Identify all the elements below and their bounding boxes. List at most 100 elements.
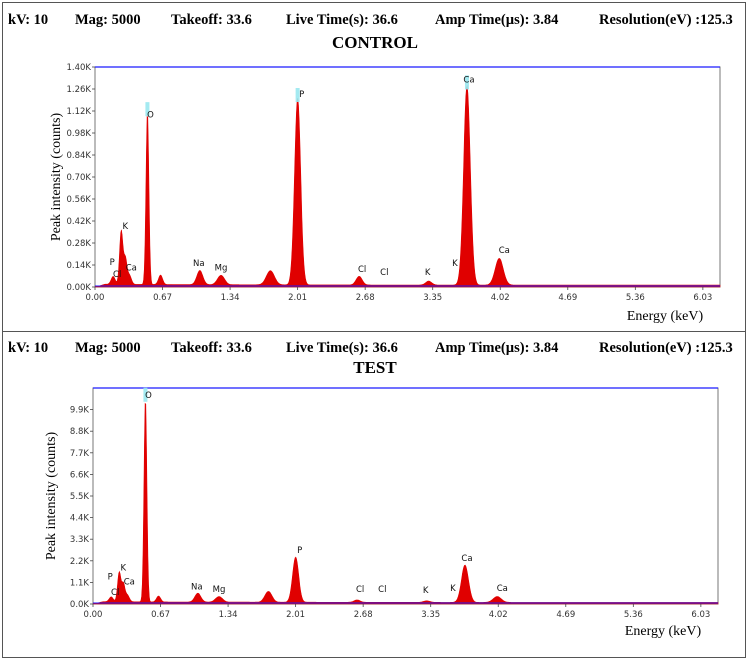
control-acquisition-header: kV: 10 Mag: 5000 Takeoff: 33.6 Live Time… — [8, 12, 744, 32]
amp-time-readout: Amp Time(µs): 3.84 — [435, 340, 559, 356]
peak-highlight — [145, 102, 150, 117]
peak-label: Ca — [461, 554, 472, 564]
amp-time-readout: Amp Time(µs): 3.84 — [435, 12, 559, 28]
y-tick-label: 1.26K — [67, 85, 92, 95]
x-tick-label: 1.34 — [221, 293, 240, 303]
x-tick-label: 2.01 — [288, 293, 307, 303]
y-tick-label: 3.3K — [70, 535, 90, 545]
mag-readout: Mag: 5000 — [75, 340, 141, 356]
peak-label: P — [297, 546, 302, 556]
x-axis-label: Energy (keV) — [627, 309, 704, 324]
x-tick-label: 3.35 — [423, 293, 442, 303]
live-time-readout: Live Time(s): 36.6 — [286, 340, 398, 356]
spectrum-area — [94, 84, 721, 288]
y-tick-label: 0.28K — [67, 239, 92, 249]
resolution-readout: Resolution(eV) :125.3 — [599, 12, 733, 28]
x-tick-label: 4.02 — [491, 293, 510, 303]
x-tick-label: 4.69 — [556, 610, 575, 620]
plot-area — [94, 66, 721, 288]
peak-label: Cl — [111, 588, 119, 598]
peak-label: K — [452, 259, 458, 269]
peak-label: Ca — [499, 246, 510, 256]
peak-label: K — [425, 268, 431, 278]
peak-highlight — [295, 88, 300, 102]
x-tick-label: 0.00 — [84, 610, 103, 620]
peak-label: K — [450, 584, 456, 594]
y-tick-label: 0.00K — [67, 283, 92, 293]
peak-label: O — [145, 391, 152, 401]
plot-area — [92, 387, 719, 605]
peak-label: K — [120, 564, 126, 574]
peak-label: Mg — [213, 585, 226, 595]
test-acquisition-header: kV: 10 Mag: 5000 Takeoff: 33.6 Live Time… — [8, 340, 744, 360]
takeoff-readout: Takeoff: 33.6 — [171, 12, 252, 28]
y-tick-label: 0.98K — [67, 129, 92, 139]
peak-label: P — [110, 258, 115, 268]
peak-label: K — [423, 586, 429, 596]
x-tick-label: 0.67 — [153, 293, 172, 303]
x-tick-label: 5.36 — [626, 293, 645, 303]
peak-label: Ca — [126, 264, 137, 274]
y-tick-label: 0.70K — [67, 173, 92, 183]
peak-label: Ca — [124, 577, 135, 587]
peak-label: Mg — [215, 264, 228, 274]
x-tick-label: 4.69 — [558, 293, 577, 303]
y-tick-label: 9.9K — [70, 406, 90, 416]
spectrum-area — [92, 402, 719, 605]
peak-label: Cl — [378, 585, 386, 595]
x-tick-label: 6.03 — [691, 610, 710, 620]
mag-readout: Mag: 5000 — [75, 12, 141, 28]
y-axis-label: Peak intensity (counts) — [49, 113, 64, 242]
y-tick-label: 1.1K — [70, 578, 90, 588]
peak-label: Na — [191, 582, 203, 592]
peak-label: K — [122, 222, 128, 232]
y-tick-label: 0.14K — [67, 261, 92, 271]
y-tick-label: 2.2K — [70, 557, 90, 567]
y-tick-label: 1.12K — [67, 107, 92, 117]
x-tick-label: 1.34 — [219, 610, 238, 620]
panel-divider — [2, 331, 746, 332]
y-tick-label: 7.7K — [70, 449, 90, 459]
y-tick-label: 8.8K — [70, 427, 90, 437]
peak-label: P — [108, 572, 113, 582]
x-tick-label: 2.01 — [286, 610, 305, 620]
peak-label: Cl — [113, 270, 121, 280]
control-title: CONTROL — [332, 33, 418, 52]
y-tick-label: 0.42K — [67, 217, 92, 227]
peak-label: Na — [193, 259, 205, 269]
live-time-readout: Live Time(s): 36.6 — [286, 12, 398, 28]
y-tick-label: 0.56K — [67, 195, 92, 205]
test-spectrum-chart: 0.0K 1.1K 2.2K 3.3K 4.4K 5.5K 6.6K 7.7K 8.8K 9.9K… — [44, 387, 719, 639]
y-tick-label: 6.6K — [70, 470, 90, 480]
y-tick-label: 0.84K — [67, 151, 92, 161]
peak-label: Cl — [380, 268, 388, 278]
takeoff-readout: Takeoff: 33.6 — [171, 340, 252, 356]
y-tick-label: 4.4K — [70, 514, 90, 524]
x-tick-label: 4.02 — [489, 610, 508, 620]
peak-label: Ca — [463, 76, 474, 86]
x-axis-label: Energy (keV) — [625, 624, 702, 639]
peak-label: P — [299, 90, 304, 100]
x-tick-label: 2.68 — [356, 293, 375, 303]
x-tick-label: 3.35 — [421, 610, 440, 620]
y-tick-label: 5.5K — [70, 492, 90, 502]
x-tick-label: 5.36 — [624, 610, 643, 620]
peak-label: Cl — [358, 265, 366, 275]
control-spectrum-chart: 0.00K0.14K0.28K0.42K0.56K0.70K0.84K0.98K… — [49, 63, 721, 324]
peak-highlight — [464, 75, 469, 90]
peak-highlight — [143, 387, 148, 402]
test-title: TEST — [353, 358, 397, 377]
y-tick-label: 1.40K — [67, 63, 92, 73]
resolution-readout: Resolution(eV) :125.3 — [599, 340, 733, 356]
peak-label: Cl — [356, 585, 364, 595]
peak-label: O — [147, 110, 154, 120]
y-axis-label: Peak intensity (counts) — [44, 432, 59, 561]
x-tick-label: 6.03 — [693, 293, 712, 303]
x-tick-label: 2.68 — [354, 610, 373, 620]
kv-readout: kV: 10 — [8, 12, 49, 28]
y-tick-label: 0.0K — [70, 600, 90, 610]
kv-readout: kV: 10 — [8, 340, 49, 356]
x-tick-label: 0.00 — [86, 293, 105, 303]
x-tick-label: 0.67 — [151, 610, 170, 620]
